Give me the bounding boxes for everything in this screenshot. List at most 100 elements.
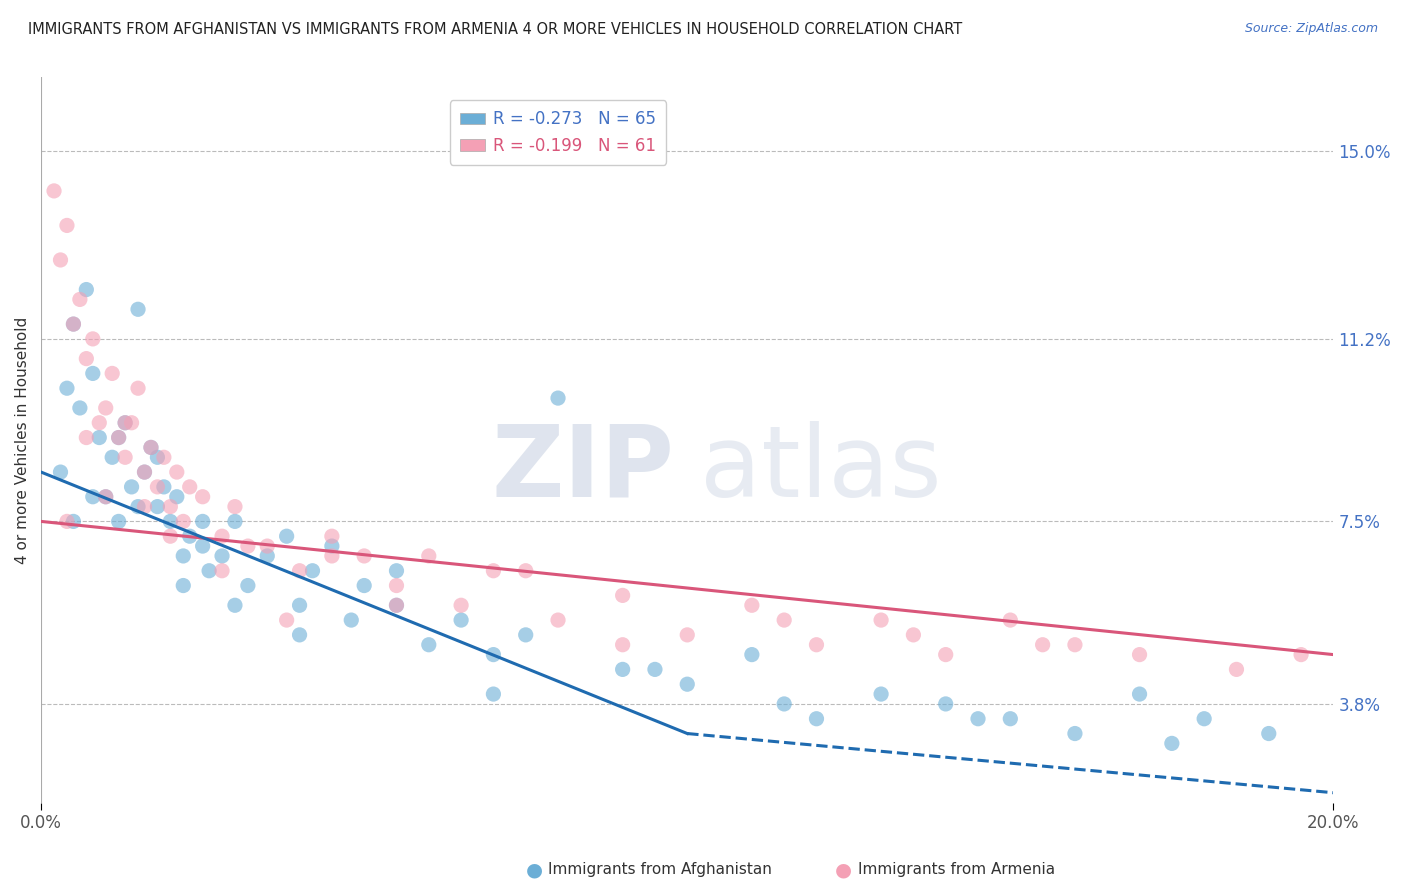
Point — [62, 317, 84, 331]
Point — [69, 401, 91, 415]
Point — [89, 431, 111, 445]
Point — [482, 687, 505, 701]
Point — [127, 302, 149, 317]
Point — [198, 564, 221, 578]
Text: Source: ZipAtlas.com: Source: ZipAtlas.com — [1244, 22, 1378, 36]
Point — [211, 529, 233, 543]
Point — [418, 549, 440, 563]
Point — [385, 564, 408, 578]
Point — [172, 578, 194, 592]
Point — [806, 638, 828, 652]
Point — [159, 500, 181, 514]
Point — [1064, 726, 1087, 740]
Point — [321, 539, 343, 553]
Point — [482, 564, 505, 578]
Point — [236, 578, 259, 592]
Point — [515, 564, 537, 578]
Text: Immigrants from Armenia: Immigrants from Armenia — [858, 863, 1054, 877]
Point — [82, 332, 104, 346]
Point — [612, 662, 634, 676]
Point — [49, 465, 72, 479]
Point — [94, 490, 117, 504]
Text: Immigrants from Afghanistan: Immigrants from Afghanistan — [548, 863, 772, 877]
Point — [236, 539, 259, 553]
Point — [107, 431, 129, 445]
Point — [179, 480, 201, 494]
Point — [191, 539, 214, 553]
Point — [101, 450, 124, 465]
Point — [1000, 712, 1022, 726]
Point — [450, 599, 472, 613]
Point — [1257, 726, 1279, 740]
Point — [1128, 648, 1150, 662]
Point — [49, 252, 72, 267]
Point — [146, 480, 169, 494]
Point — [1289, 648, 1312, 662]
Legend: R = -0.273   N = 65, R = -0.199   N = 61: R = -0.273 N = 65, R = -0.199 N = 61 — [450, 100, 666, 165]
Point — [94, 490, 117, 504]
Point — [159, 529, 181, 543]
Point — [89, 416, 111, 430]
Point — [903, 628, 925, 642]
Point — [967, 712, 990, 726]
Point — [166, 490, 188, 504]
Point — [56, 219, 79, 233]
Point — [676, 677, 699, 691]
Point — [547, 391, 569, 405]
Point — [172, 515, 194, 529]
Point — [153, 480, 176, 494]
Point — [870, 613, 893, 627]
Point — [1160, 736, 1182, 750]
Point — [385, 599, 408, 613]
Point — [224, 515, 246, 529]
Text: ●: ● — [526, 860, 543, 880]
Point — [288, 564, 311, 578]
Point — [276, 613, 298, 627]
Point — [211, 564, 233, 578]
Point — [134, 500, 156, 514]
Point — [114, 450, 136, 465]
Point — [75, 283, 97, 297]
Point — [146, 500, 169, 514]
Point — [121, 480, 143, 494]
Point — [114, 416, 136, 430]
Point — [418, 638, 440, 652]
Point — [256, 549, 278, 563]
Point — [62, 317, 84, 331]
Text: ●: ● — [835, 860, 852, 880]
Point — [179, 529, 201, 543]
Point — [321, 549, 343, 563]
Point — [1000, 613, 1022, 627]
Point — [42, 184, 65, 198]
Point — [741, 648, 763, 662]
Point — [870, 687, 893, 701]
Point — [276, 529, 298, 543]
Point — [288, 628, 311, 642]
Point — [82, 367, 104, 381]
Point — [612, 638, 634, 652]
Point — [69, 293, 91, 307]
Point — [159, 515, 181, 529]
Point — [107, 431, 129, 445]
Point — [1128, 687, 1150, 701]
Point — [515, 628, 537, 642]
Point — [166, 465, 188, 479]
Point — [1032, 638, 1054, 652]
Point — [644, 662, 666, 676]
Point — [773, 697, 796, 711]
Point — [139, 441, 162, 455]
Point — [75, 351, 97, 366]
Point — [547, 613, 569, 627]
Point — [172, 549, 194, 563]
Text: IMMIGRANTS FROM AFGHANISTAN VS IMMIGRANTS FROM ARMENIA 4 OR MORE VEHICLES IN HOU: IMMIGRANTS FROM AFGHANISTAN VS IMMIGRANT… — [28, 22, 962, 37]
Point — [450, 613, 472, 627]
Point — [191, 515, 214, 529]
Point — [612, 588, 634, 602]
Point — [1064, 638, 1087, 652]
Y-axis label: 4 or more Vehicles in Household: 4 or more Vehicles in Household — [15, 317, 30, 564]
Point — [127, 381, 149, 395]
Point — [101, 367, 124, 381]
Point — [114, 416, 136, 430]
Point — [935, 648, 957, 662]
Point — [224, 500, 246, 514]
